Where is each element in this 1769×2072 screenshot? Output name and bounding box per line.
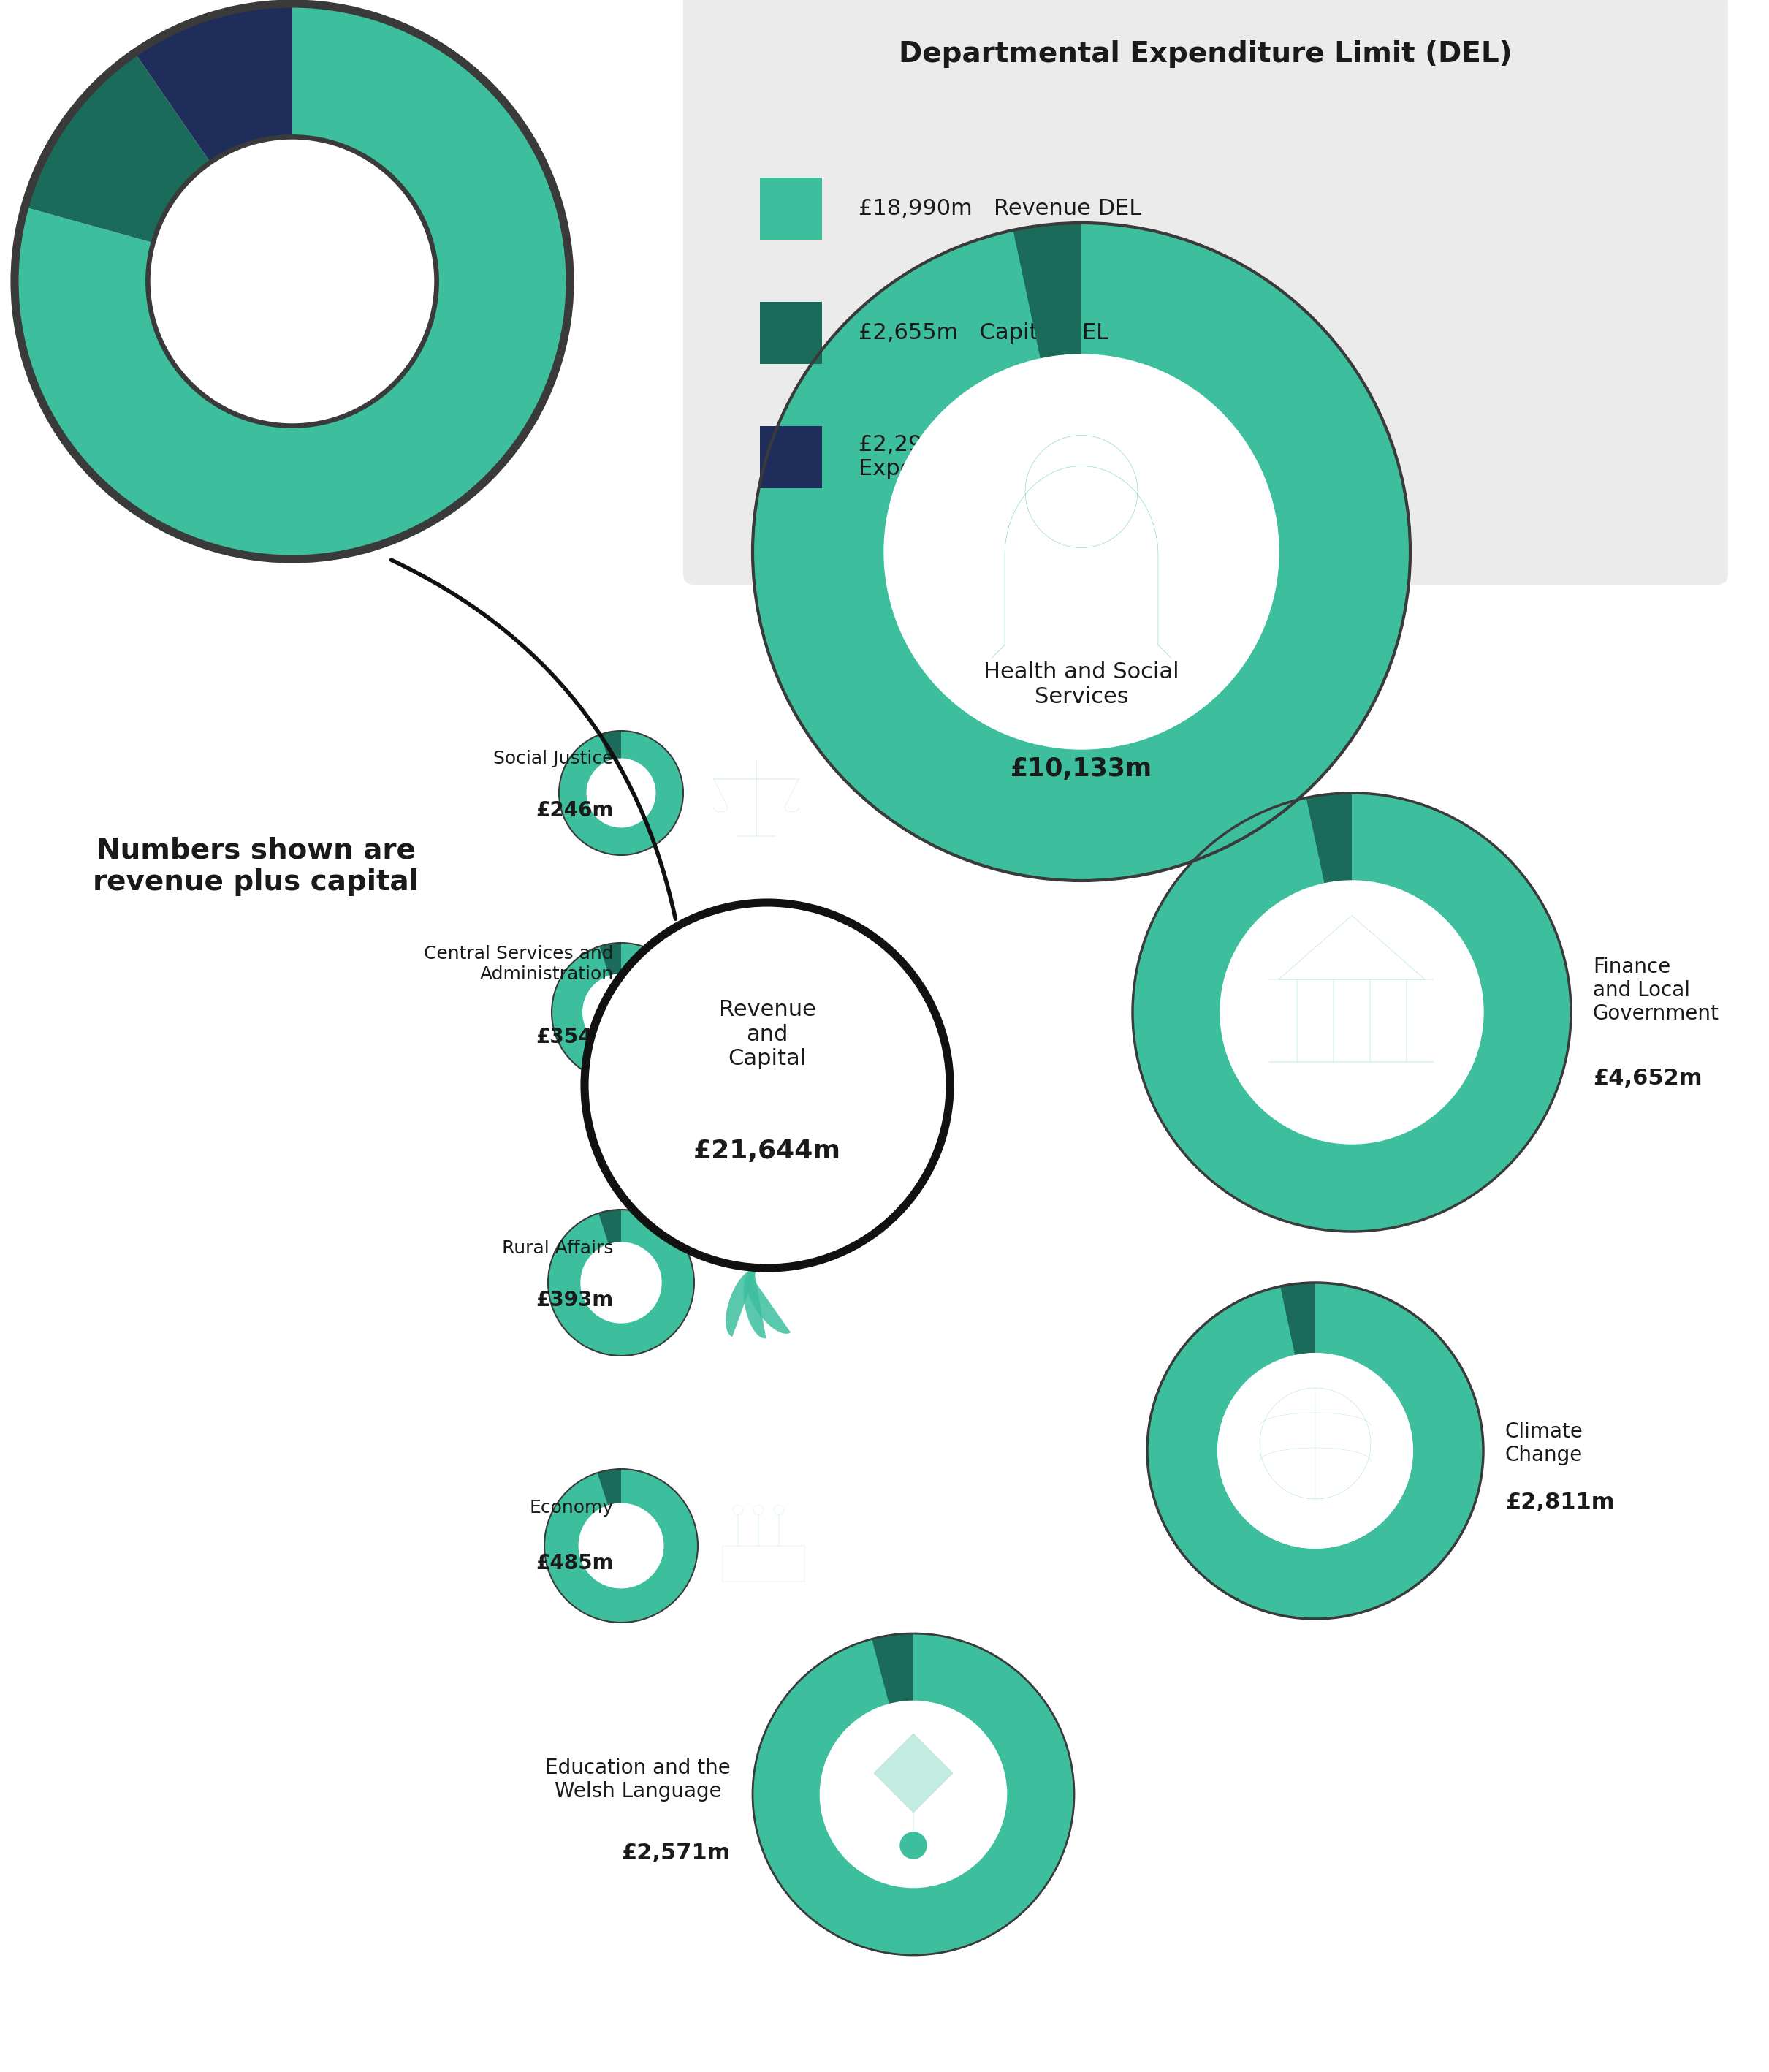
Wedge shape <box>752 224 1410 881</box>
Text: £354m: £354m <box>536 1028 614 1046</box>
Text: £393m: £393m <box>536 1291 614 1310</box>
Wedge shape <box>545 1469 697 1622</box>
Circle shape <box>584 903 950 1268</box>
Text: Central Services and
Administration: Central Services and Administration <box>425 945 614 982</box>
Circle shape <box>578 1504 663 1587</box>
FancyBboxPatch shape <box>683 0 1728 584</box>
Wedge shape <box>559 731 683 856</box>
Text: Revenue
and
Capital: Revenue and Capital <box>718 999 816 1069</box>
Wedge shape <box>1281 1283 1314 1355</box>
Wedge shape <box>752 1633 1074 1956</box>
Wedge shape <box>600 731 621 760</box>
FancyBboxPatch shape <box>761 425 823 487</box>
Circle shape <box>884 354 1279 750</box>
Text: Economy: Economy <box>529 1498 614 1517</box>
Wedge shape <box>598 1210 621 1245</box>
Text: £10,133m: £10,133m <box>1010 756 1152 781</box>
Wedge shape <box>134 4 292 162</box>
Circle shape <box>821 1701 1007 1888</box>
Text: Education and the
Welsh Language: Education and the Welsh Language <box>545 1757 731 1803</box>
Wedge shape <box>1306 794 1352 883</box>
Wedge shape <box>548 1210 693 1355</box>
Text: £2,811m: £2,811m <box>1505 1492 1615 1513</box>
Polygon shape <box>743 1268 766 1339</box>
Wedge shape <box>600 943 621 976</box>
Wedge shape <box>552 943 690 1082</box>
Wedge shape <box>872 1633 913 1703</box>
Text: £21,644m: £21,644m <box>693 1140 840 1164</box>
Circle shape <box>1221 881 1482 1144</box>
Circle shape <box>584 974 660 1051</box>
Wedge shape <box>1146 1283 1482 1618</box>
Polygon shape <box>747 1274 791 1334</box>
Circle shape <box>149 137 437 427</box>
Wedge shape <box>14 4 570 559</box>
Text: £2,655m   Capital DEL: £2,655m Capital DEL <box>858 321 1109 344</box>
Polygon shape <box>874 1734 953 1813</box>
Text: £2,571m: £2,571m <box>621 1842 731 1863</box>
Text: Numbers shown are
revenue plus capital: Numbers shown are revenue plus capital <box>92 837 419 895</box>
Text: Health and Social
Services: Health and Social Services <box>984 661 1180 707</box>
Circle shape <box>1217 1353 1413 1548</box>
Bar <box>724 1546 805 1581</box>
Text: £18,990m   Revenue DEL: £18,990m Revenue DEL <box>858 197 1141 220</box>
Text: £246m: £246m <box>536 800 614 821</box>
Text: £2,299m   Annually Managed
Expenditure: £2,299m Annually Managed Expenditure <box>858 433 1187 479</box>
Circle shape <box>580 1243 662 1322</box>
Circle shape <box>900 1832 927 1859</box>
Text: Finance
and Local
Government: Finance and Local Government <box>1592 957 1719 1024</box>
Text: Rural Affairs: Rural Affairs <box>502 1239 614 1258</box>
Text: Climate
Change: Climate Change <box>1505 1421 1583 1465</box>
Text: Social Justice: Social Justice <box>494 750 614 767</box>
Wedge shape <box>598 1469 621 1506</box>
Wedge shape <box>25 52 211 242</box>
Wedge shape <box>1132 794 1571 1231</box>
Circle shape <box>587 758 655 827</box>
Polygon shape <box>725 1268 757 1336</box>
Text: £4,652m: £4,652m <box>1592 1067 1702 1088</box>
Text: £485m: £485m <box>536 1554 614 1573</box>
Text: Departmental Expenditure Limit (DEL): Departmental Expenditure Limit (DEL) <box>899 39 1512 68</box>
Wedge shape <box>1014 224 1081 358</box>
FancyBboxPatch shape <box>761 178 823 240</box>
FancyBboxPatch shape <box>761 303 823 363</box>
